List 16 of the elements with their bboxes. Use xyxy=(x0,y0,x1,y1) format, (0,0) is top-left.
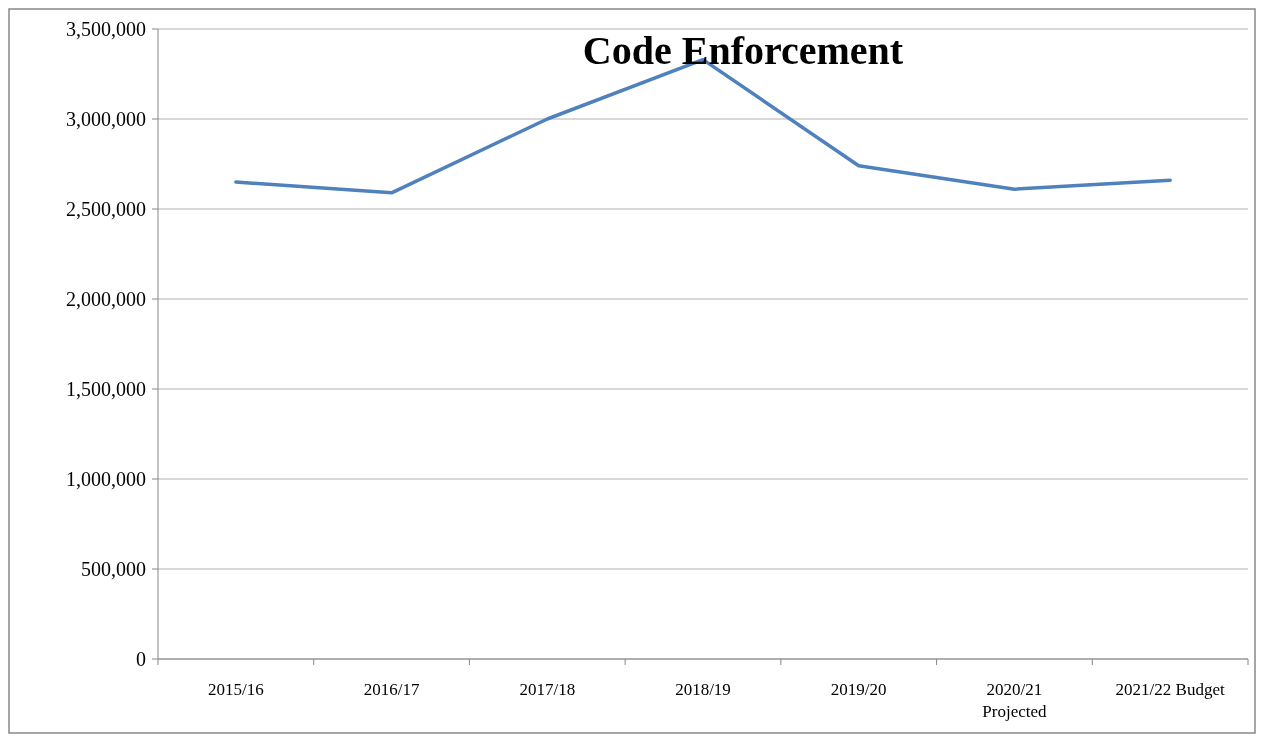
chart-title: Code Enforcement xyxy=(582,28,904,73)
y-tick-label: 0 xyxy=(136,648,146,670)
y-tick-label: 2,000,000 xyxy=(66,288,146,310)
y-tick-label: 2,500,000 xyxy=(66,198,146,220)
x-tick-label: 2015/16 xyxy=(207,680,264,699)
y-tick-label: 3,500,000 xyxy=(66,18,146,40)
x-tick-label: 2019/20 xyxy=(830,680,887,699)
x-tick-label: 2021/22 Budget xyxy=(1115,680,1225,699)
x-tick-label: 2020/21 Projected xyxy=(982,680,1048,721)
y-tick-label: 1,500,000 xyxy=(66,378,146,400)
x-tick-label: 2016/17 xyxy=(363,680,420,699)
y-tick-label: 500,000 xyxy=(81,558,146,580)
y-tick-label: 1,000,000 xyxy=(66,468,146,490)
x-tick-label: 2018/19 xyxy=(675,680,731,699)
x-tick-label: 2017/18 xyxy=(519,680,576,699)
y-tick-label: 3,000,000 xyxy=(66,108,146,130)
